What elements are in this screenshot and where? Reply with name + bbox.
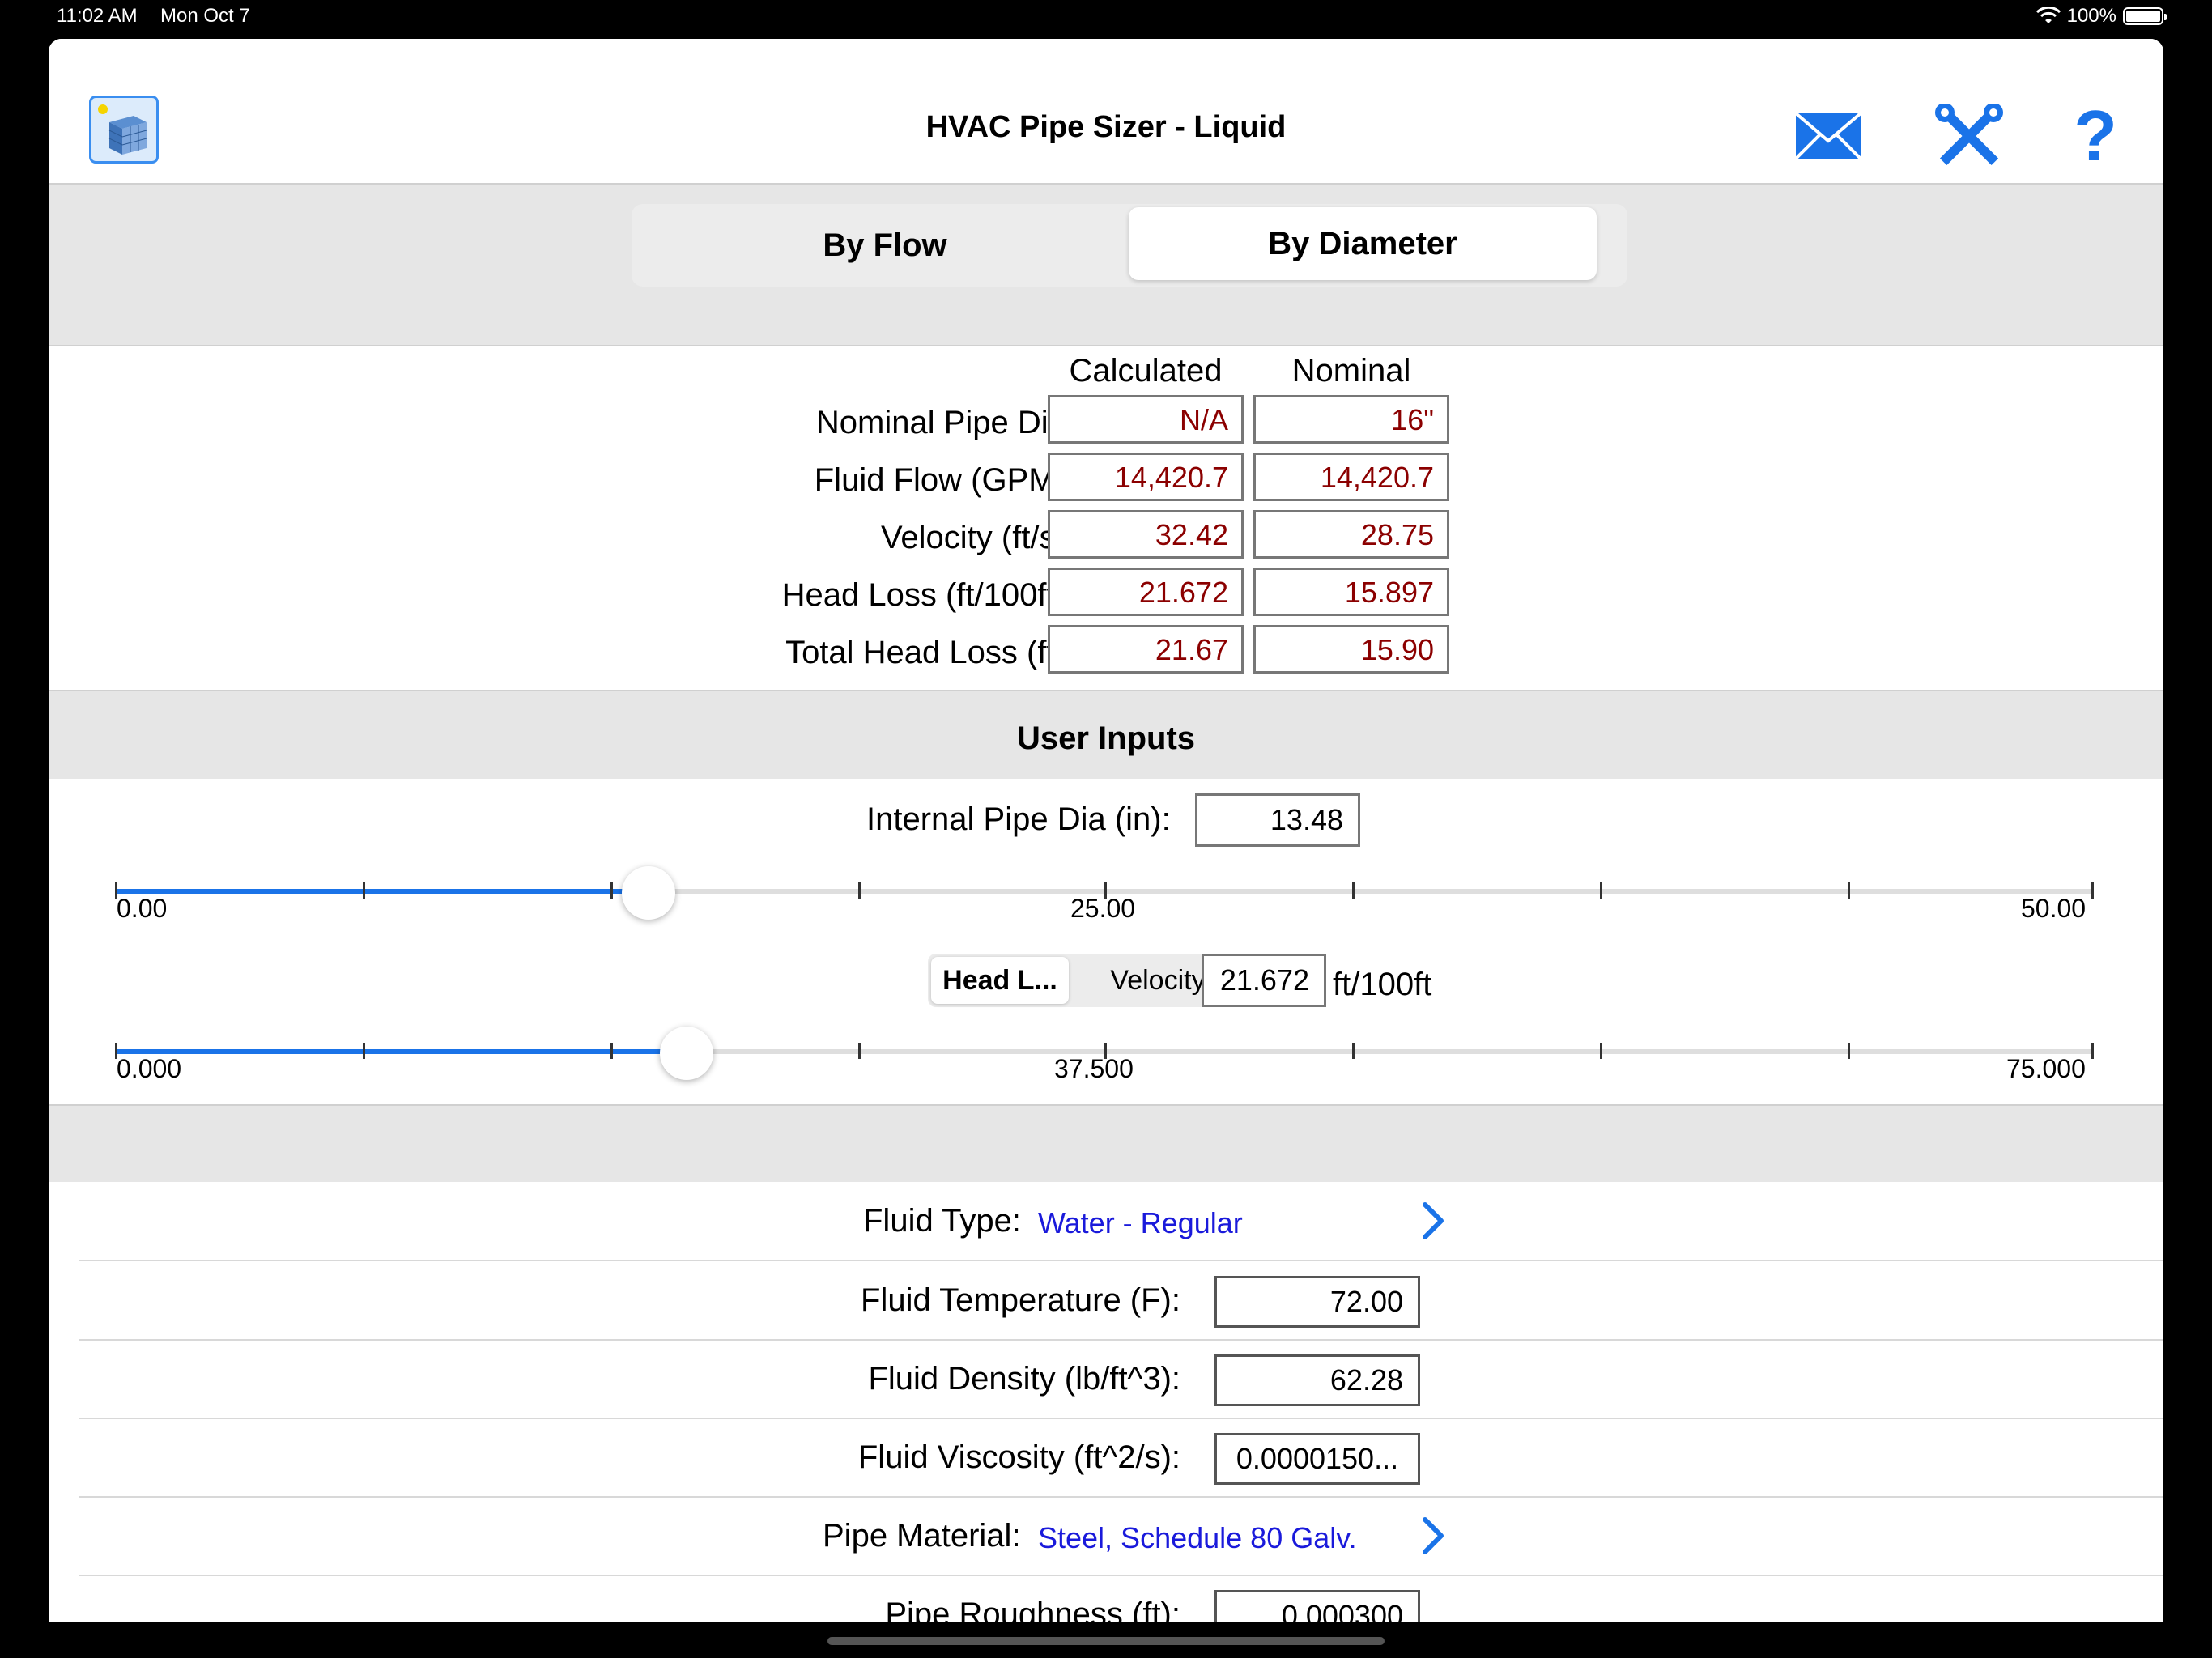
result-nominal-value: 16" xyxy=(1253,395,1449,444)
result-calculated-value: 14,420.7 xyxy=(1048,453,1244,501)
status-time: 11:02 AM xyxy=(57,5,138,27)
slider1-min-label: 0.00 xyxy=(117,894,168,923)
user-inputs-header: User Inputs xyxy=(49,690,2163,780)
slider-thumb[interactable] xyxy=(660,1027,713,1080)
result-label: Fluid Flow (GPM): xyxy=(814,462,1075,498)
head-velocity-toggle: Head L... Velocity xyxy=(928,954,1244,1007)
toggle-velocity[interactable]: Velocity xyxy=(1110,964,1206,996)
column-header-nominal: Nominal xyxy=(1291,353,1411,389)
result-label: Total Head Loss (ft): xyxy=(785,635,1075,670)
slider-fill xyxy=(115,889,649,894)
mode-tabs-band: By Flow By Diameter xyxy=(49,185,2163,346)
fluid-viscosity-row: Fluid Viscosity (ft^2/s): 0.0000150... xyxy=(79,1418,2163,1498)
result-nominal-value: 28.75 xyxy=(1253,510,1449,559)
fluid-viscosity-input[interactable]: 0.0000150... xyxy=(1214,1433,1420,1485)
result-label: Head Loss (ft/100ft): xyxy=(781,577,1075,613)
slider2-mid-label: 37.500 xyxy=(1054,1054,1134,1083)
properties-list: Fluid Type: Water - Regular Fluid Temper… xyxy=(49,1182,2163,1622)
app-logo-icon[interactable] xyxy=(89,96,159,164)
result-calculated-value: 21.67 xyxy=(1048,625,1244,674)
status-right: 100% xyxy=(2035,5,2167,28)
pipe-material-row[interactable]: Pipe Material: Steel, Schedule 80 Galv. xyxy=(79,1497,2163,1576)
app-window: HVAC Pipe Sizer - Liquid ? xyxy=(49,39,2163,1622)
tools-icon[interactable] xyxy=(1929,96,2010,176)
result-nominal-value: 15.90 xyxy=(1253,625,1449,674)
result-calculated-value: 21.672 xyxy=(1048,568,1244,616)
head-loss-slider[interactable] xyxy=(115,1027,2094,1080)
results-panel: Calculated Nominal Nominal Pipe Dia: N/A… xyxy=(49,346,2163,690)
fluid-type-label: Fluid Type: xyxy=(863,1203,1021,1239)
chevron-right-icon[interactable] xyxy=(1417,1198,1449,1244)
result-row-velocity: Velocity (ft/s): 32.42 28.75 xyxy=(49,510,2163,567)
toggle-head-loss[interactable]: Head L... xyxy=(931,957,1069,1004)
pipe-roughness-input[interactable]: 0.000300 xyxy=(1214,1590,1420,1622)
slider1-mid-label: 25.00 xyxy=(1070,894,1136,923)
fluid-density-label: Fluid Density (lb/ft^3): xyxy=(868,1361,1180,1397)
fluid-density-row: Fluid Density (lb/ft^3): 62.28 xyxy=(79,1340,2163,1419)
result-nominal-value: 14,420.7 xyxy=(1253,453,1449,501)
result-calculated-value: 32.42 xyxy=(1048,510,1244,559)
fluid-type-value[interactable]: Water - Regular xyxy=(1038,1206,1243,1239)
result-row-fluid-flow: Fluid Flow (GPM): 14,420.7 14,420.7 xyxy=(49,453,2163,509)
pipe-roughness-label: Pipe Roughness (ft): xyxy=(885,1596,1180,1622)
mode-tabs: By Flow By Diameter xyxy=(632,204,1627,287)
head-loss-unit: ft/100ft xyxy=(1333,967,1432,1002)
chevron-right-icon[interactable] xyxy=(1417,1513,1449,1558)
tab-by-flow[interactable]: By Flow xyxy=(823,227,947,263)
pipe-dia-label: Internal Pipe Dia (in): xyxy=(866,801,1171,837)
pipe-dia-input[interactable]: 13.48 xyxy=(1195,793,1360,847)
fluid-temperature-input[interactable]: 72.00 xyxy=(1214,1276,1420,1328)
column-header-calculated: Calculated xyxy=(1069,353,1223,389)
page-title: HVAC Pipe Sizer - Liquid xyxy=(925,110,1287,144)
pipe-dia-slider[interactable] xyxy=(115,866,2094,920)
head-loss-input[interactable]: 21.672 xyxy=(1202,954,1326,1007)
result-label: Nominal Pipe Dia: xyxy=(815,405,1075,440)
section-separator xyxy=(49,1104,2163,1184)
result-label: Velocity (ft/s): xyxy=(880,520,1075,555)
section-title-user-inputs: User Inputs xyxy=(1016,721,1196,756)
fluid-temperature-label: Fluid Temperature (F): xyxy=(861,1282,1180,1318)
slider-thumb[interactable] xyxy=(622,866,675,920)
slider2-max-label: 75.000 xyxy=(2006,1054,2086,1083)
result-row-head-loss: Head Loss (ft/100ft): 21.672 15.897 xyxy=(49,568,2163,624)
user-inputs-panel: Internal Pipe Dia (in): 13.48 0.00 25.00… xyxy=(49,779,2163,1104)
wifi-icon xyxy=(2035,7,2061,23)
help-icon[interactable]: ? xyxy=(2074,96,2117,176)
result-nominal-value: 15.897 xyxy=(1253,568,1449,616)
fluid-viscosity-label: Fluid Viscosity (ft^2/s): xyxy=(857,1439,1180,1475)
pipe-material-value[interactable]: Steel, Schedule 80 Galv. xyxy=(1038,1521,1357,1554)
battery-icon xyxy=(2123,7,2167,25)
result-row-nominal-pipe-dia: Nominal Pipe Dia: N/A 16" xyxy=(49,395,2163,452)
fluid-temperature-row: Fluid Temperature (F): 72.00 xyxy=(79,1261,2163,1341)
pipe-roughness-row: Pipe Roughness (ft): 0.000300 xyxy=(79,1575,2163,1622)
battery-percent: 100% xyxy=(2066,5,2116,27)
status-date: Mon Oct 7 xyxy=(160,5,250,27)
result-row-total-head-loss: Total Head Loss (ft): 21.67 15.90 xyxy=(49,625,2163,682)
result-calculated-value: N/A xyxy=(1048,395,1244,444)
status-bar: 11:02 AM Mon Oct 7 100% xyxy=(0,0,2212,36)
slider2-min-label: 0.000 xyxy=(117,1054,182,1083)
slider1-max-label: 50.00 xyxy=(2021,894,2087,923)
pipe-material-label: Pipe Material: xyxy=(823,1518,1021,1554)
home-indicator[interactable] xyxy=(827,1637,1385,1645)
tab-by-diameter[interactable]: By Diameter xyxy=(1129,207,1597,280)
nav-bar: HVAC Pipe Sizer - Liquid ? xyxy=(49,39,2163,185)
fluid-density-input[interactable]: 62.28 xyxy=(1214,1354,1420,1406)
slider-fill xyxy=(115,1049,687,1054)
mail-icon[interactable] xyxy=(1788,96,1869,176)
fluid-type-row[interactable]: Fluid Type: Water - Regular xyxy=(79,1182,2163,1261)
